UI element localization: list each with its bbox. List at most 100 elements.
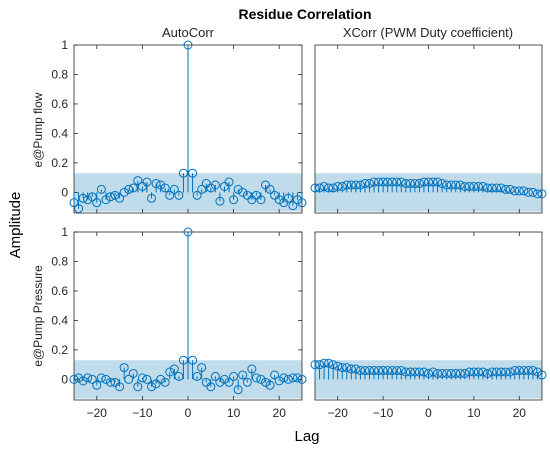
stem-marker <box>442 368 452 378</box>
stem-marker <box>215 196 225 206</box>
x-tick-label: 10 <box>227 406 241 420</box>
stem-marker <box>251 373 261 383</box>
stem-marker <box>197 363 207 373</box>
figure-title: Residue Correlation <box>238 6 371 22</box>
stem-marker <box>532 189 542 199</box>
stem-marker <box>137 373 147 383</box>
stem-marker <box>165 190 175 200</box>
stem-marker <box>419 177 429 187</box>
stem-marker <box>92 380 102 390</box>
stem-marker <box>283 374 293 384</box>
y-tick-label: 1 <box>61 38 68 52</box>
y-tick-label: 0.4 <box>51 126 68 140</box>
stem-marker <box>256 374 266 384</box>
stem-marker <box>510 186 520 196</box>
stem-marker <box>464 181 474 191</box>
stem-marker <box>364 179 374 189</box>
stem-marker <box>455 180 465 190</box>
stem-marker <box>460 181 470 191</box>
stem-marker <box>523 187 533 197</box>
stem-marker <box>233 385 243 395</box>
stem-marker <box>405 179 415 189</box>
stem-marker <box>514 186 524 196</box>
stem-marker <box>174 190 184 200</box>
stem-marker <box>446 368 456 378</box>
stem-marker <box>532 367 542 377</box>
stem-marker <box>215 377 225 387</box>
stem-marker <box>197 184 207 194</box>
stem-marker <box>324 358 334 368</box>
stem-marker <box>224 177 234 187</box>
stem-marker <box>351 364 361 374</box>
stem-marker <box>492 367 502 377</box>
stem-marker <box>105 377 115 387</box>
stem-marker <box>496 183 506 193</box>
stem-marker <box>160 377 170 387</box>
stem-marker <box>483 368 493 378</box>
stem-marker <box>355 180 365 190</box>
stem-marker <box>405 367 415 377</box>
stem-marker <box>414 179 424 189</box>
stem-marker <box>387 177 397 187</box>
stem-marker <box>279 373 289 383</box>
stem-marker <box>178 355 188 365</box>
stem-marker <box>78 376 88 386</box>
stem-marker <box>238 187 248 197</box>
stem-marker <box>160 183 170 193</box>
stem-marker <box>514 366 524 376</box>
stem-marker <box>487 367 497 377</box>
stem-marker <box>265 184 275 194</box>
stem-marker <box>315 183 325 193</box>
x-tick-label: −10 <box>373 406 394 420</box>
stem-marker <box>124 374 134 384</box>
stem-marker <box>337 363 347 373</box>
stem-marker <box>378 177 388 187</box>
stem-marker <box>242 377 252 387</box>
stem-marker <box>496 367 506 377</box>
stem-marker <box>342 180 352 190</box>
stem-marker <box>378 366 388 376</box>
stem-marker <box>233 184 243 194</box>
stem-marker <box>188 355 198 365</box>
stem-marker <box>392 177 402 187</box>
y-tick-label: 0 <box>61 185 68 199</box>
stem-marker <box>360 366 370 376</box>
y-tick-label: 0.8 <box>51 67 68 81</box>
stem-marker <box>87 192 97 202</box>
stem-marker <box>469 367 479 377</box>
stem-marker <box>360 179 370 189</box>
stem-marker <box>183 227 193 237</box>
stem-marker <box>473 367 483 377</box>
stem-marker <box>83 373 93 383</box>
stem-marker <box>78 193 88 203</box>
stem-marker <box>105 192 115 202</box>
stem-marker <box>219 374 229 384</box>
stem-marker <box>297 374 307 384</box>
stem-marker <box>288 373 298 383</box>
panel-autocorr-pump-pressure: 0 0.2 0.4 0.6 0.8 1 −20 −10 0 10 20 <box>51 225 307 420</box>
stem-marker <box>83 195 93 205</box>
stem-marker <box>188 168 198 178</box>
stem-marker <box>324 183 334 193</box>
stem-marker <box>147 382 157 392</box>
stem-marker <box>74 204 84 214</box>
stem-marker <box>519 366 529 376</box>
stem-marker <box>537 189 547 199</box>
stem-marker <box>528 187 538 197</box>
stem-marker <box>315 360 325 370</box>
stem-marker <box>87 374 97 384</box>
stem-marker <box>101 374 111 384</box>
stem-marker <box>501 367 511 377</box>
stem-marker <box>364 366 374 376</box>
y-tick-label: 0 <box>61 372 68 386</box>
column-title-xcorr: XCorr (PWM Duty coefficient) <box>343 25 513 40</box>
row-label-pump-flow: e@Pump flow <box>31 92 45 167</box>
stem-marker <box>346 364 356 374</box>
stem-marker <box>192 371 202 381</box>
stem-marker <box>133 176 143 186</box>
stem-marker <box>464 367 474 377</box>
x-tick-label: −20 <box>328 406 349 420</box>
stem-marker <box>351 180 361 190</box>
stem-marker <box>69 374 79 384</box>
